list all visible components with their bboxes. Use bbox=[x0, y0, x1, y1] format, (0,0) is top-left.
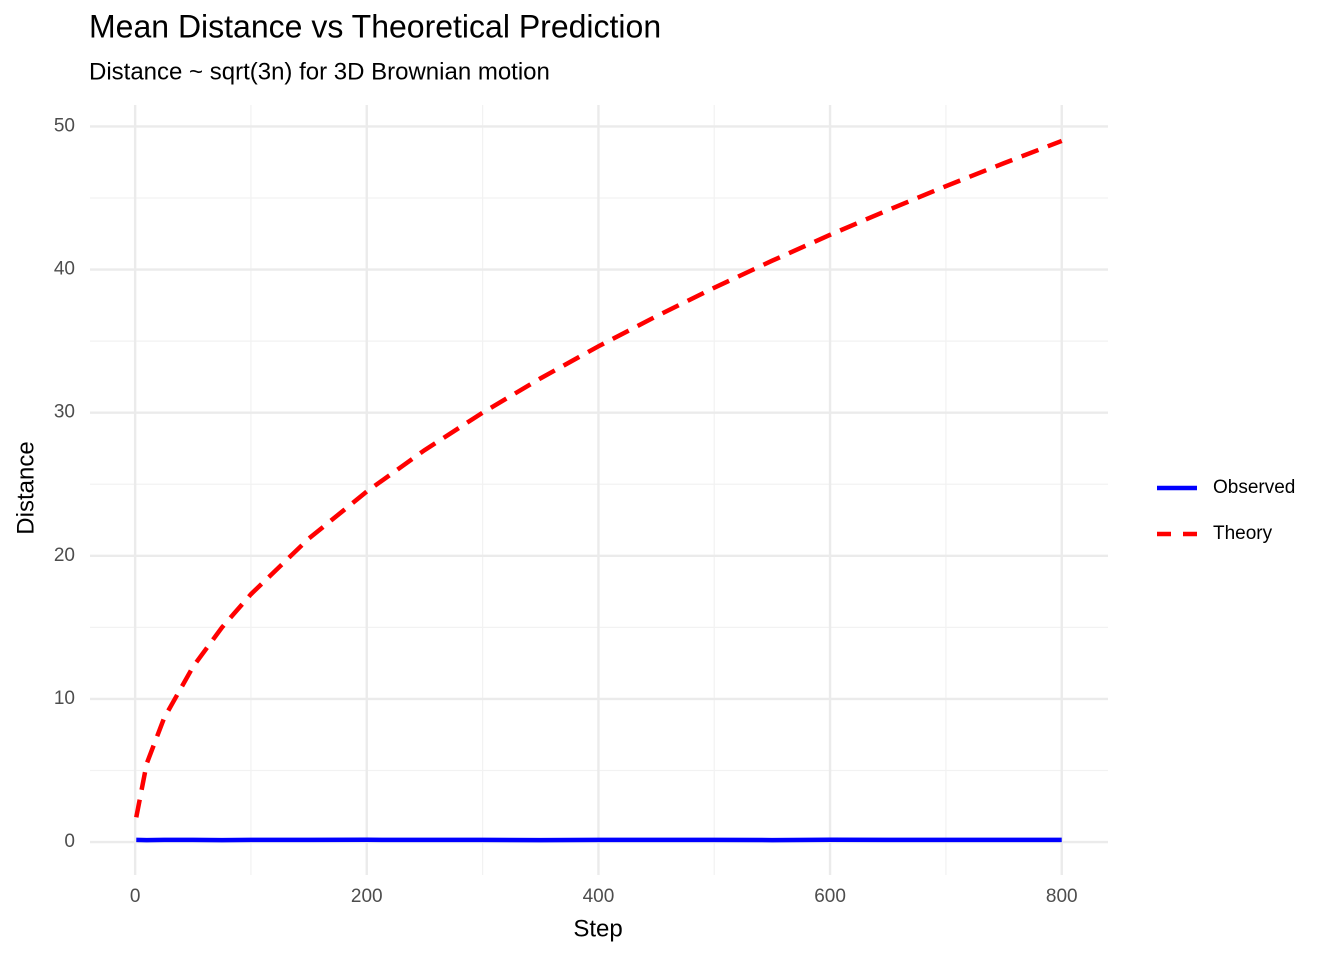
legend-label: Observed bbox=[1213, 477, 1295, 498]
x-tick-label: 400 bbox=[583, 886, 615, 907]
y-tick-label: 40 bbox=[54, 259, 75, 280]
y-tick-label: 0 bbox=[64, 831, 75, 852]
y-tick-label: 20 bbox=[54, 545, 75, 566]
x-tick-label: 0 bbox=[130, 886, 141, 907]
grid bbox=[90, 105, 1108, 875]
chart-subtitle: Distance ~ sqrt(3n) for 3D Brownian moti… bbox=[89, 58, 550, 85]
series-line bbox=[134, 138, 1063, 818]
y-axis-label: Distance bbox=[12, 441, 39, 534]
x-tick-label: 200 bbox=[351, 886, 383, 907]
plot bbox=[134, 138, 1063, 843]
legend-label: Theory bbox=[1213, 523, 1273, 544]
y-tick-label: 50 bbox=[54, 115, 75, 136]
chart-title: Mean Distance vs Theoretical Prediction bbox=[89, 8, 661, 44]
x-tick-label: 600 bbox=[814, 886, 846, 907]
x-tick-label: 800 bbox=[1046, 886, 1078, 907]
x-axis-label: Step bbox=[573, 915, 622, 942]
y-tick-label: 10 bbox=[54, 688, 75, 709]
y-tick-label: 30 bbox=[54, 402, 75, 423]
